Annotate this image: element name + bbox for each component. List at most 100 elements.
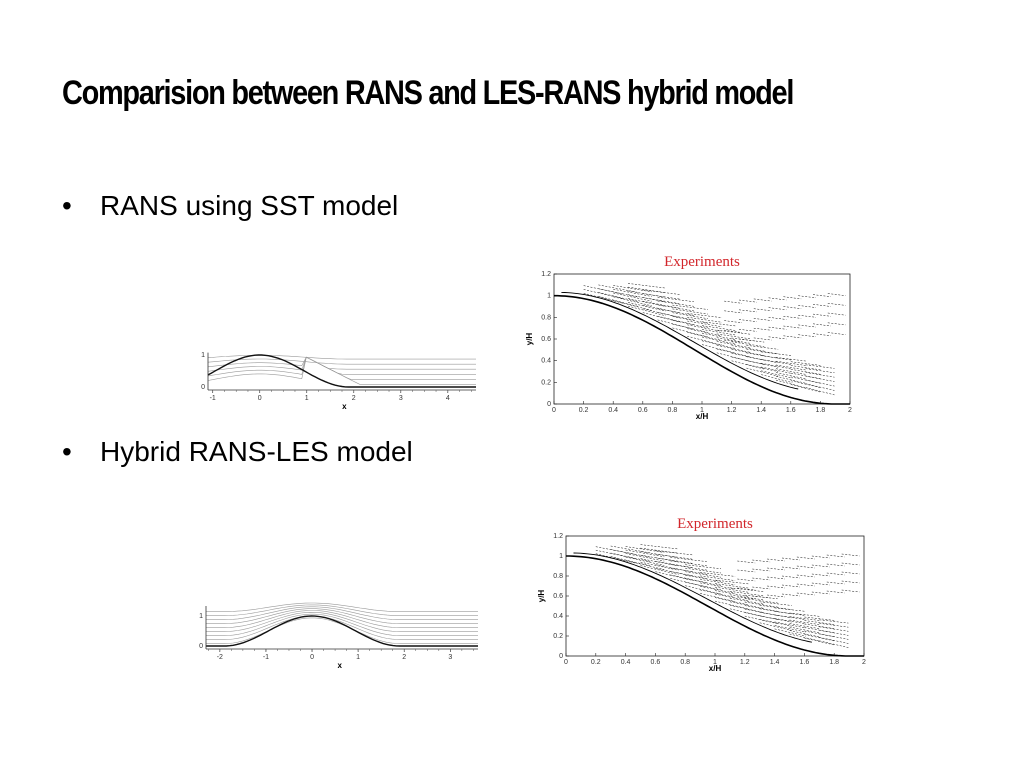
velocity-vector — [783, 306, 802, 309]
bullet-hybrid: • Hybrid RANS-LES model — [62, 436, 413, 468]
velocity-vector — [753, 327, 772, 331]
velocity-vector — [789, 626, 821, 634]
x-tick-label: 0.4 — [621, 659, 631, 666]
velocity-vector — [701, 340, 737, 349]
velocity-vector — [737, 587, 756, 591]
velocity-vector — [796, 583, 815, 587]
velocity-vector — [627, 286, 666, 293]
velocity-vector — [729, 608, 764, 617]
velocity-vector — [685, 578, 722, 586]
velocity-vector — [714, 600, 750, 610]
velocity-vector — [790, 365, 821, 371]
velocity-vector — [714, 579, 750, 585]
velocity-vector — [642, 289, 680, 295]
velocity-vector — [724, 300, 743, 304]
plot-frame — [565, 535, 865, 657]
rans-experiments-plot: Experiments 0 0.2 0.4 0.6 0.8 1 1.2 1.4 1.6 1.8 2 0 0… — [525, 254, 852, 421]
velocity-vector — [781, 584, 800, 588]
velocity-vectors — [595, 544, 860, 648]
y-tick-label: 1.2 — [553, 533, 563, 540]
velocity-vector — [774, 618, 806, 625]
velocity-vector — [804, 637, 835, 646]
velocity-vector — [716, 348, 751, 358]
velocity-vector — [827, 303, 846, 306]
velocity-vector — [729, 587, 764, 592]
velocity-vector — [783, 296, 802, 300]
velocity-vector — [804, 616, 835, 621]
velocity-vector — [670, 557, 707, 562]
velocity-vector — [687, 332, 723, 341]
hill-surface — [554, 294, 850, 405]
velocity-vector — [724, 339, 743, 343]
velocity-vector — [783, 325, 802, 329]
velocity-vector — [752, 586, 771, 590]
velocity-vector — [768, 307, 787, 311]
streamline — [206, 611, 478, 632]
velocity-vector — [826, 554, 845, 558]
streamline — [207, 356, 476, 380]
velocity-vector — [767, 585, 786, 589]
velocity-vector — [804, 627, 835, 633]
velocity-vector — [714, 586, 750, 593]
velocity-vector — [805, 379, 835, 387]
velocity-vector — [805, 368, 835, 374]
velocity-vector — [685, 567, 722, 574]
velocity-vector — [805, 387, 835, 396]
velocity-vector — [716, 341, 751, 349]
x-tick-label: 1.8 — [829, 659, 839, 666]
velocity-vector — [761, 355, 793, 361]
velocity-vector — [687, 320, 723, 328]
velocity-vector — [700, 579, 736, 586]
velocity-vector — [827, 322, 846, 326]
y-tick-label: 0.4 — [553, 613, 563, 620]
velocity-vector — [731, 337, 765, 343]
velocity-vector — [811, 582, 830, 586]
velocity-vector — [753, 298, 772, 302]
bullet-marker: • — [62, 190, 72, 221]
velocity-vector — [738, 319, 757, 322]
velocity-vector — [811, 591, 830, 595]
velocity-vector — [796, 574, 815, 578]
x-tick-label: 2 — [862, 659, 866, 666]
x-axis-label: x — [342, 402, 347, 411]
velocity-vector — [811, 555, 830, 559]
velocity-vector — [627, 302, 666, 312]
streamline — [206, 615, 478, 640]
x-tick-label: 4 — [446, 395, 450, 402]
velocity-vector — [759, 619, 792, 627]
velocity-vector — [768, 297, 787, 301]
velocity-vector — [841, 571, 860, 575]
velocity-vector — [789, 630, 821, 638]
velocity-vector — [738, 299, 757, 303]
velocity-vector — [714, 590, 750, 597]
velocity-vector — [746, 348, 779, 355]
velocity-vector — [789, 623, 821, 630]
x-tick-label: -2 — [217, 654, 223, 661]
velocity-vector — [627, 283, 666, 289]
experiments-title: Experiments — [664, 254, 740, 270]
velocity-vector — [729, 601, 764, 609]
velocity-vector — [613, 285, 652, 293]
velocity-vector — [700, 593, 736, 602]
x-tick-label: 0.8 — [668, 407, 678, 414]
streamlines — [206, 602, 478, 644]
velocity-vector — [701, 325, 737, 331]
x-tick-label: 0 — [564, 659, 568, 666]
velocity-vector — [826, 590, 845, 594]
velocity-vector — [731, 341, 765, 347]
rans-streamline-plot: -1 0 1 2 3 4 0 1 x — [201, 352, 476, 411]
x-tick-label: 2 — [352, 395, 356, 402]
velocity-vector — [657, 300, 694, 307]
velocity-vector — [687, 313, 723, 318]
velocity-vector — [827, 312, 846, 316]
velocity-vector — [625, 549, 665, 558]
velocity-vector — [613, 292, 652, 302]
velocity-vector — [672, 304, 708, 310]
velocity-vector — [805, 383, 835, 391]
velocity-vector — [716, 352, 751, 362]
x-tick-label: 1 — [305, 395, 309, 402]
velocity-vectors — [583, 283, 846, 396]
velocity-vector — [655, 557, 693, 564]
velocity-vector — [767, 594, 786, 598]
velocity-vector — [687, 335, 723, 346]
